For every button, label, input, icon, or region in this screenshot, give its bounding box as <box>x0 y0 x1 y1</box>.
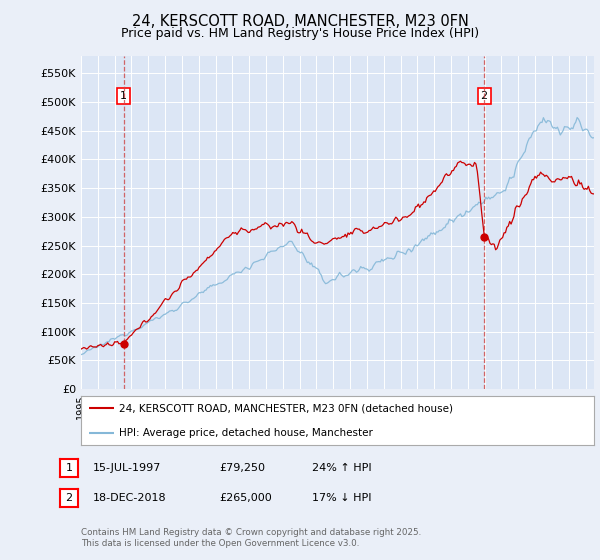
Text: £79,250: £79,250 <box>219 463 265 473</box>
Text: £265,000: £265,000 <box>219 493 272 503</box>
Text: 1: 1 <box>65 463 73 473</box>
Text: 2: 2 <box>65 493 73 503</box>
Text: 2: 2 <box>481 91 488 101</box>
Text: 18-DEC-2018: 18-DEC-2018 <box>93 493 167 503</box>
Text: 17% ↓ HPI: 17% ↓ HPI <box>312 493 371 503</box>
Text: Contains HM Land Registry data © Crown copyright and database right 2025.
This d: Contains HM Land Registry data © Crown c… <box>81 528 421 548</box>
Text: 15-JUL-1997: 15-JUL-1997 <box>93 463 161 473</box>
Text: 1: 1 <box>120 91 127 101</box>
Text: 24% ↑ HPI: 24% ↑ HPI <box>312 463 371 473</box>
Text: Price paid vs. HM Land Registry's House Price Index (HPI): Price paid vs. HM Land Registry's House … <box>121 27 479 40</box>
Text: 24, KERSCOTT ROAD, MANCHESTER, M23 0FN (detached house): 24, KERSCOTT ROAD, MANCHESTER, M23 0FN (… <box>119 403 454 413</box>
Text: HPI: Average price, detached house, Manchester: HPI: Average price, detached house, Manc… <box>119 428 373 438</box>
Text: 24, KERSCOTT ROAD, MANCHESTER, M23 0FN: 24, KERSCOTT ROAD, MANCHESTER, M23 0FN <box>131 14 469 29</box>
